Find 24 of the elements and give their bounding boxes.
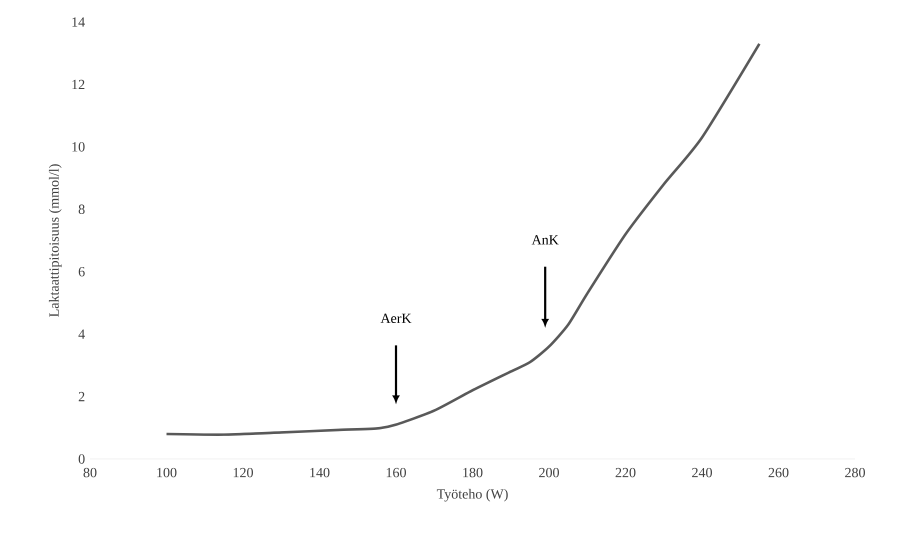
x-tick-label: 280 <box>845 468 865 478</box>
x-tick-label: 160 <box>386 468 406 478</box>
y-tick-label: 10 <box>72 142 85 152</box>
x-tick-label: 80 <box>84 468 96 478</box>
annotation: AnK <box>532 235 559 244</box>
y-axis-title: Laktaattipitoisuus (mmol/l) <box>48 164 62 317</box>
x-tick-label: 120 <box>234 468 253 478</box>
annotation: AerK <box>380 314 412 324</box>
y-tick-label: 12 <box>72 80 84 90</box>
x-axis-title: Työteho (W) <box>436 488 508 502</box>
y-tick-label: 6 <box>78 267 85 276</box>
x-tick-label: 260 <box>768 468 788 478</box>
x-tick-label: 100 <box>157 468 176 478</box>
y-tick-label: 8 <box>78 204 85 214</box>
y-tick-label: 14 <box>72 17 85 27</box>
line-series <box>165 42 761 436</box>
x-tick-label: 200 <box>539 468 559 478</box>
y-tick-label: 2 <box>78 392 84 402</box>
x-tick-label: 180 <box>463 468 482 478</box>
x-tick-label: 140 <box>310 468 330 478</box>
x-tick-label: 240 <box>692 468 712 478</box>
y-tick-label: 4 <box>78 330 85 339</box>
x-tick-label: 220 <box>616 468 636 478</box>
y-tick-label: 0 <box>78 454 85 464</box>
